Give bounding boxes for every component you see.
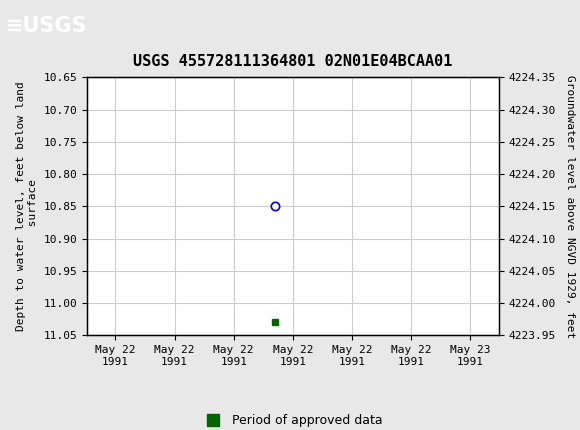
Text: ≡USGS: ≡USGS (6, 16, 88, 36)
Y-axis label: Groundwater level above NGVD 1929, feet: Groundwater level above NGVD 1929, feet (566, 75, 575, 338)
Y-axis label: Depth to water level, feet below land
 surface: Depth to water level, feet below land su… (16, 82, 38, 331)
Title: USGS 455728111364801 02N01E04BCAA01: USGS 455728111364801 02N01E04BCAA01 (133, 54, 452, 69)
Legend: Period of approved data: Period of approved data (198, 409, 387, 430)
